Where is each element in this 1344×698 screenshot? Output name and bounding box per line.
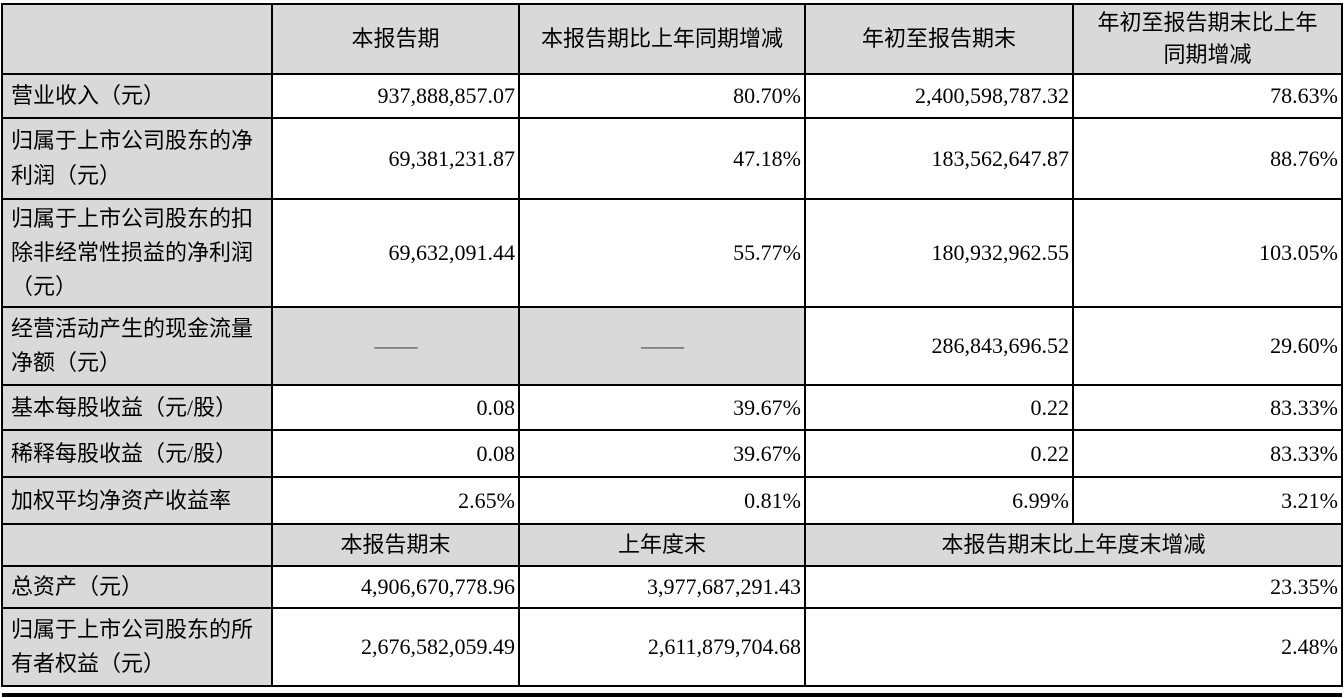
cell-value: 103.05% (1072, 197, 1343, 309)
cell-value: 80.70% (518, 73, 806, 119)
header-ytd: 年初至报告期末 (804, 3, 1074, 75)
header-end-of-period: 本报告期末 (271, 523, 520, 568)
header-end-vs-prior-year: 本报告期末比上年度末增减 (804, 523, 1343, 568)
balance-header-row: 本报告期末 上年度末 本报告期末比上年度末增减 (1, 523, 1343, 568)
cell-value: 78.63% (1072, 73, 1343, 119)
cell-value: 4,906,670,778.96 (271, 565, 520, 610)
header-current-vs-prior: 本报告期比上年同期增减 (518, 3, 806, 75)
cell-value: 0.22 (804, 384, 1074, 432)
dash-cell: —— (518, 306, 806, 387)
row-label: 稀释每股收益（元/股） (1, 429, 273, 479)
period-header-row: 本报告期 本报告期比上年同期增减 年初至报告期末 年初至报告期末比上年同期增减 (1, 3, 1343, 75)
table-row-diluted-eps: 稀释每股收益（元/股） 0.08 39.67% 0.22 83.33% (1, 429, 1343, 479)
cell-value: 83.33% (1072, 384, 1343, 432)
cell-value: 2,400,598,787.32 (804, 73, 1074, 119)
cell-value: 937,888,857.07 (271, 73, 520, 119)
header-end-of-prior-year: 上年度末 (518, 523, 806, 568)
cell-value: 88.76% (1072, 117, 1343, 200)
header-current-period: 本报告期 (271, 3, 520, 75)
table-row-operating-revenue: 营业收入（元） 937,888,857.07 80.70% 2,400,598,… (1, 73, 1343, 119)
cell-value: 183,562,647.87 (804, 117, 1074, 200)
cell-value: 180,932,962.55 (804, 197, 1074, 309)
cell-value: 2,676,582,059.49 (271, 607, 520, 688)
header-ytd-vs-prior: 年初至报告期末比上年同期增减 (1072, 3, 1343, 75)
cell-value: 83.33% (1072, 429, 1343, 479)
cell-value: 0.81% (518, 476, 806, 526)
table-bottom-rule (2, 693, 1342, 698)
cell-value: 2.65% (271, 476, 520, 526)
row-label: 基本每股收益（元/股） (1, 384, 273, 432)
table-row-operating-cash-flow: 经营活动产生的现金流量净额（元） —— —— 286,843,696.52 29… (1, 306, 1343, 387)
corner-blank-cell (1, 523, 273, 568)
row-label: 加权平均净资产收益率 (1, 476, 273, 526)
dash-cell: —— (271, 306, 520, 387)
table-row-weighted-avg-roe: 加权平均净资产收益率 2.65% 0.81% 6.99% 3.21% (1, 476, 1343, 526)
table-row-basic-eps: 基本每股收益（元/股） 0.08 39.67% 0.22 83.33% (1, 384, 1343, 432)
cell-value: 2.48% (804, 607, 1343, 688)
cell-value: 29.60% (1072, 306, 1343, 387)
row-label: 归属于上市公司股东的扣除非经常性损益的净利润（元） (1, 197, 273, 309)
corner-blank-cell (1, 3, 273, 75)
cell-value: 0.08 (271, 429, 520, 479)
row-label: 归属于上市公司股东的净利润（元） (1, 117, 273, 200)
row-label: 归属于上市公司股东的所有者权益（元） (1, 607, 273, 688)
cell-value: 286,843,696.52 (804, 306, 1074, 387)
cell-value: 2,611,879,704.68 (518, 607, 806, 688)
cell-value: 39.67% (518, 429, 806, 479)
row-label: 营业收入（元） (1, 73, 273, 119)
cell-value: 0.22 (804, 429, 1074, 479)
cell-value: 55.77% (518, 197, 806, 309)
row-label: 经营活动产生的现金流量净额（元） (1, 306, 273, 387)
table-row-total-assets: 总资产（元） 4,906,670,778.96 3,977,687,291.43… (1, 565, 1343, 610)
key-financials-table: 本报告期 本报告期比上年同期增减 年初至报告期末 年初至报告期末比上年同期增减 … (1, 3, 1343, 688)
cell-value: 69,381,231.87 (271, 117, 520, 200)
table-row-net-profit-excl-nonrecurring: 归属于上市公司股东的扣除非经常性损益的净利润（元） 69,632,091.44 … (1, 197, 1343, 309)
cell-value: 3,977,687,291.43 (518, 565, 806, 610)
table-row-equity-attributable: 归属于上市公司股东的所有者权益（元） 2,676,582,059.49 2,61… (1, 607, 1343, 688)
cell-value: 69,632,091.44 (271, 197, 520, 309)
cell-value: 47.18% (518, 117, 806, 200)
cell-value: 0.08 (271, 384, 520, 432)
table-row-net-profit: 归属于上市公司股东的净利润（元） 69,381,231.87 47.18% 18… (1, 117, 1343, 200)
cell-value: 6.99% (804, 476, 1074, 526)
cell-value: 39.67% (518, 384, 806, 432)
row-label: 总资产（元） (1, 565, 273, 610)
cell-value: 23.35% (804, 565, 1343, 610)
cell-value: 3.21% (1072, 476, 1343, 526)
